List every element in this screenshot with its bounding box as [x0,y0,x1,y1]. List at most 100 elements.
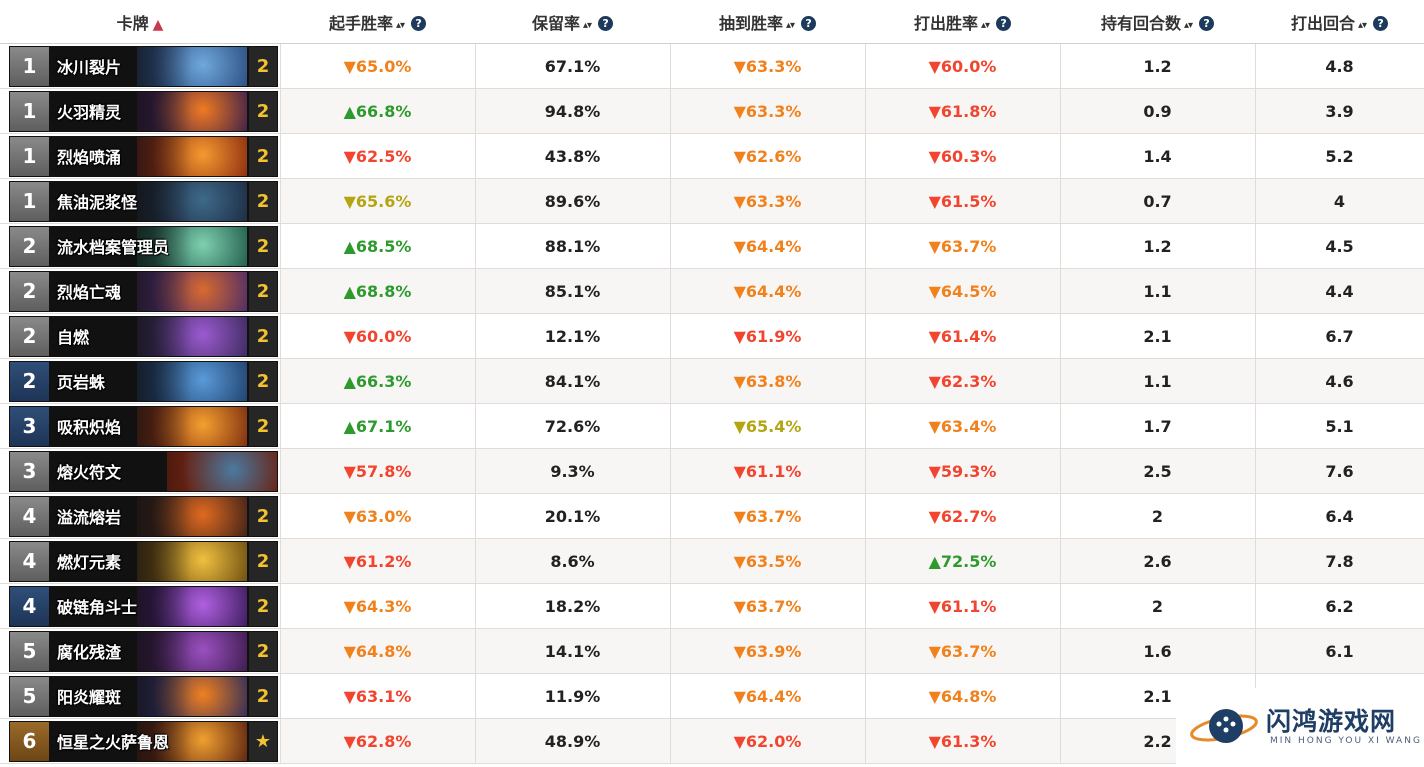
drawn-winrate: ▼61.9% [670,313,866,359]
card-art: 自燃 [51,316,247,356]
drawn-winrate: ▼63.9% [670,628,866,674]
card-tile[interactable]: 2 流水档案管理员 2 [9,225,278,267]
table-row[interactable]: 5 腐化残渣 2 ▼64.8% 14.1% ▼63.9% ▼63.7% 1.6 6.1 [0,628,1424,674]
mana-cost: 4 [10,541,51,581]
played-winrate: ▼61.1% [865,583,1061,629]
card-tile[interactable]: 5 腐化残渣 2 [9,630,278,672]
turn-played: 4.6 [1255,358,1424,404]
header-row: 卡牌 ▲ 起手胜率 ▴▾? 保留率 ▴▾? 抽到胜率 ▴▾? 打出胜率 ▴▾? 持有回合数… [0,0,1424,44]
sort-icon[interactable]: ▴▾ [785,19,795,31]
turns-held: 0.9 [1060,88,1256,134]
col-turn-played[interactable]: 打出回合 ▴▾? [1255,0,1424,44]
card-tile[interactable]: 1 焦油泥浆怪 2 [9,180,278,222]
table-row[interactable]: 1 冰川裂片 2 ▼65.0% 67.1% ▼63.3% ▼60.0% 1.2 4.8 [0,43,1424,89]
card-tile[interactable]: 4 破链角斗士 2 [9,585,278,627]
card-tile[interactable]: 3 熔火符文 [9,450,278,492]
card-cell[interactable]: 1 火羽精灵 2 [0,88,281,134]
card-cell[interactable]: 1 焦油泥浆怪 2 [0,178,281,224]
played-winrate: ▼60.3% [865,133,1061,179]
mana-cost: 2 [10,361,51,401]
card-tile[interactable]: 2 烈焰亡魂 2 [9,270,278,312]
card-tile[interactable]: 3 吸积炽焰 2 [9,405,278,447]
card-cell[interactable]: 2 流水档案管理员 2 [0,223,281,269]
table-row[interactable]: 2 自燃 2 ▼60.0% 12.1% ▼61.9% ▼61.4% 2.1 6.7 [0,313,1424,359]
table-row[interactable]: 2 流水档案管理员 2 ▲68.5% 88.1% ▼64.4% ▼63.7% 1.2 4.5 [0,223,1424,269]
sort-icon[interactable]: ▴▾ [395,19,405,31]
card-cell[interactable]: 2 自燃 2 [0,313,281,359]
table-row[interactable]: 1 火羽精灵 2 ▲66.8% 94.8% ▼63.3% ▼61.8% 0.9 3.9 [0,88,1424,134]
sort-icon[interactable]: ▴▾ [1357,19,1367,31]
table-row[interactable]: 3 吸积炽焰 2 ▲67.1% 72.6% ▼65.4% ▼63.4% 1.7 5.1 [0,403,1424,449]
turn-played: 6.1 [1255,628,1424,674]
mulligan-winrate: ▼62.8% [280,718,476,764]
card-cell[interactable]: 4 破链角斗士 2 [0,583,281,629]
table-row[interactable]: 2 页岩蛛 2 ▲66.3% 84.1% ▼63.8% ▼62.3% 1.1 4.6 [0,358,1424,404]
sort-icon[interactable]: ▴▾ [1183,19,1193,31]
keep-rate: 14.1% [475,628,671,674]
col-turns-held[interactable]: 持有回合数 ▴▾? [1060,0,1255,44]
card-art: 熔火符文 [51,451,277,491]
card-count: 2 [247,631,277,671]
card-tile[interactable]: 1 火羽精灵 2 [9,90,278,132]
table-row[interactable]: 3 熔火符文 ▼57.8% 9.3% ▼61.1% ▼59.3% 2.5 7.6 [0,448,1424,494]
turns-held: 2.6 [1060,538,1256,584]
card-tile[interactable]: 4 燃灯元素 2 [9,540,278,582]
table-row[interactable]: 1 烈焰喷涌 2 ▼62.5% 43.8% ▼62.6% ▼60.3% 1.4 5.2 [0,133,1424,179]
help-icon[interactable]: ? [1199,15,1215,31]
card-tile[interactable]: 2 页岩蛛 2 [9,360,278,402]
card-cell[interactable]: 2 页岩蛛 2 [0,358,281,404]
col-played-winrate[interactable]: 打出胜率 ▴▾? [865,0,1060,44]
mulligan-winrate: ▼61.2% [280,538,476,584]
played-winrate: ▼63.7% [865,223,1061,269]
col-card[interactable]: 卡牌 ▲ [0,0,280,44]
card-tile[interactable]: 1 烈焰喷涌 2 [9,135,278,177]
card-art: 焦油泥浆怪 [51,181,247,221]
turn-played: 6.4 [1255,493,1424,539]
table-row[interactable]: 6 恒星之火萨鲁恩 ★ ▼62.8% 48.9% ▼62.0% ▼61.3% 2.2 [0,718,1424,764]
sort-asc-active-icon[interactable]: ▲ [152,16,164,33]
table-row[interactable]: 4 燃灯元素 2 ▼61.2% 8.6% ▼63.5% ▲72.5% 2.6 7.8 [0,538,1424,584]
col-keep-rate[interactable]: 保留率 ▴▾? [475,0,670,44]
turn-played: 4 [1255,178,1424,224]
mana-cost: 4 [10,496,51,536]
table-row[interactable]: 2 烈焰亡魂 2 ▲68.8% 85.1% ▼64.4% ▼64.5% 1.1 4.4 [0,268,1424,314]
help-icon[interactable]: ? [1373,15,1389,31]
card-count: 2 [247,406,277,446]
card-cell[interactable]: 3 熔火符文 [0,448,281,494]
sort-icon[interactable]: ▴▾ [980,19,990,31]
keep-rate: 48.9% [475,718,671,764]
card-tile[interactable]: 2 自燃 2 [9,315,278,357]
table-row[interactable]: 4 破链角斗士 2 ▼64.3% 18.2% ▼63.7% ▼61.1% 2 6.2 [0,583,1424,629]
card-cell[interactable]: 5 阳炎耀斑 2 [0,673,281,719]
mulligan-winrate: ▼62.5% [280,133,476,179]
help-icon[interactable]: ? [411,15,427,31]
card-cell[interactable]: 5 腐化残渣 2 [0,628,281,674]
played-winrate: ▼63.4% [865,403,1061,449]
table-row[interactable]: 5 阳炎耀斑 2 ▼63.1% 11.9% ▼64.4% ▼64.8% 2.1 [0,673,1424,719]
table-row[interactable]: 1 焦油泥浆怪 2 ▼65.6% 89.6% ▼63.3% ▼61.5% 0.7 4 [0,178,1424,224]
card-cell[interactable]: 4 溢流熔岩 2 [0,493,281,539]
help-icon[interactable]: ? [598,15,614,31]
card-tile[interactable]: 6 恒星之火萨鲁恩 ★ [9,720,278,762]
card-cell[interactable]: 2 烈焰亡魂 2 [0,268,281,314]
help-icon[interactable]: ? [801,15,817,31]
card-cell[interactable]: 6 恒星之火萨鲁恩 ★ [0,718,281,764]
help-icon[interactable]: ? [996,15,1012,31]
sort-icon[interactable]: ▴▾ [582,19,592,31]
card-name: 吸积炽焰 [57,418,122,437]
col-mulligan-winrate[interactable]: 起手胜率 ▴▾? [280,0,475,44]
card-cell[interactable]: 1 烈焰喷涌 2 [0,133,281,179]
drawn-winrate: ▼64.4% [670,673,866,719]
card-tile[interactable]: 1 冰川裂片 2 [9,45,278,87]
keep-rate: 43.8% [475,133,671,179]
card-cell[interactable]: 4 燃灯元素 2 [0,538,281,584]
table-row[interactable]: 4 溢流熔岩 2 ▼63.0% 20.1% ▼63.7% ▼62.7% 2 6.4 [0,493,1424,539]
card-tile[interactable]: 4 溢流熔岩 2 [9,495,278,537]
card-cell[interactable]: 3 吸积炽焰 2 [0,403,281,449]
keep-rate: 94.8% [475,88,671,134]
card-cell[interactable]: 1 冰川裂片 2 [0,43,281,89]
card-tile[interactable]: 5 阳炎耀斑 2 [9,675,278,717]
col-drawn-winrate[interactable]: 抽到胜率 ▴▾? [670,0,865,44]
played-winrate: ▼62.3% [865,358,1061,404]
